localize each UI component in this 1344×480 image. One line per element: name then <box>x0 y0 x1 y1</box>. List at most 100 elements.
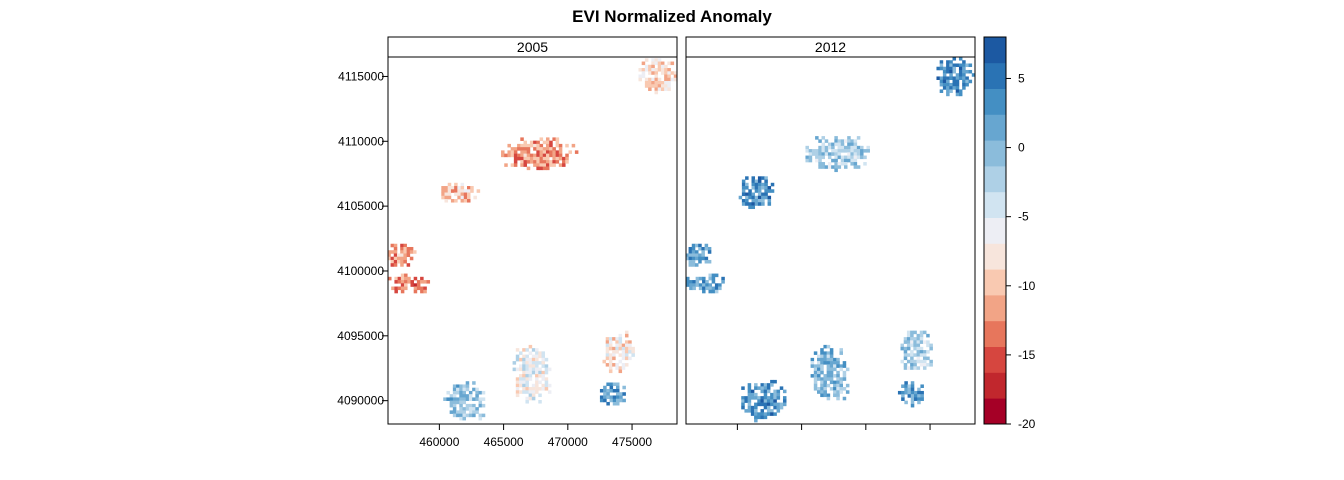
raster-cell <box>531 367 536 372</box>
raster-cell <box>913 337 917 341</box>
raster-cell <box>955 79 960 84</box>
panel-2005: 2005 <box>387 36 678 425</box>
raster-cell <box>906 353 911 357</box>
raster-cell <box>745 202 749 206</box>
raster-cell <box>644 80 649 85</box>
raster-cell <box>760 386 765 390</box>
raster-cell <box>549 150 553 154</box>
raster-cell <box>952 76 957 80</box>
raster-cell <box>545 140 550 145</box>
raster-cell <box>523 140 528 145</box>
raster-cell <box>562 156 566 161</box>
raster-cell <box>692 283 696 287</box>
raster-cell <box>555 150 560 154</box>
raster-cell <box>397 276 402 281</box>
raster-cell <box>916 343 921 348</box>
raster-cell <box>568 150 572 154</box>
raster-cell <box>818 149 822 153</box>
raster-cell <box>708 273 712 278</box>
raster-cell <box>552 163 556 167</box>
raster-cell <box>847 155 851 160</box>
raster-cell <box>667 80 671 85</box>
raster-cell <box>834 168 838 173</box>
raster-cell <box>907 394 912 398</box>
raster-cell <box>526 143 531 148</box>
raster-cell <box>682 253 686 257</box>
raster-cell <box>404 283 408 287</box>
raster-cell <box>651 80 655 85</box>
raster-cell <box>754 199 759 203</box>
raster-cell <box>525 377 529 381</box>
raster-cell <box>962 66 966 71</box>
raster-cell <box>840 139 845 143</box>
raster-cell <box>922 359 927 364</box>
raster-cell <box>457 189 461 193</box>
raster-cell <box>612 346 616 351</box>
raster-cell <box>542 153 547 158</box>
raster-cell <box>829 364 834 368</box>
raster-cell <box>763 405 768 410</box>
raster-cell <box>745 195 749 200</box>
raster-cell <box>824 165 829 169</box>
raster-cell <box>624 363 629 367</box>
raster-cell <box>686 253 689 258</box>
raster-cell <box>829 351 834 355</box>
raster-cell <box>763 389 768 394</box>
strip-label-2005: 2005 <box>517 39 548 55</box>
panel-frame <box>387 36 678 425</box>
raster-cell <box>608 366 613 370</box>
raster-cell <box>526 160 531 164</box>
raster-cell <box>917 394 921 398</box>
raster-cell <box>618 366 623 370</box>
raster-cell <box>764 189 768 193</box>
colorbar-bin <box>984 140 1006 167</box>
raster-cell <box>515 387 520 391</box>
raster-cell <box>664 84 668 88</box>
raster-cell <box>942 76 947 80</box>
raster-cell <box>821 165 826 169</box>
raster-patch <box>388 243 417 267</box>
raster-cell <box>555 140 560 145</box>
raster-cell <box>827 142 832 147</box>
panels-layer: 2005 2012 <box>387 36 976 425</box>
raster-cell <box>558 153 563 158</box>
raster-cell <box>555 137 560 141</box>
raster-cell <box>704 256 709 261</box>
raster-cell <box>939 60 944 64</box>
raster-cell <box>549 147 553 151</box>
raster-cell <box>698 259 702 264</box>
raster-cell <box>834 142 838 147</box>
raster-cell <box>529 143 534 148</box>
raster-cell <box>850 142 854 147</box>
raster-cell <box>443 397 447 401</box>
raster-cell <box>962 69 966 74</box>
raster-cell <box>654 84 659 88</box>
raster-cell <box>555 153 560 158</box>
raster-cell <box>449 403 454 408</box>
raster-patch <box>741 379 787 423</box>
raster-cell <box>711 280 716 284</box>
raster-cell <box>866 145 870 150</box>
raster-cell <box>545 150 550 154</box>
raster-cell <box>615 388 620 393</box>
raster-cell <box>754 402 758 407</box>
raster-cell <box>839 380 844 385</box>
raster-cell <box>836 387 840 391</box>
raster-cell <box>760 415 765 420</box>
raster-cell <box>833 361 837 365</box>
x-tick-label: 475000 <box>612 435 652 449</box>
raster-cell <box>827 165 832 169</box>
raster-cell <box>523 143 528 148</box>
raster-cell <box>763 415 768 420</box>
raster-cell <box>754 392 758 397</box>
raster-cell <box>782 399 787 403</box>
raster-cell <box>761 176 765 180</box>
raster-cell <box>460 192 465 197</box>
raster-cell <box>821 155 826 160</box>
raster-cell <box>850 158 854 163</box>
raster-cell <box>549 163 553 167</box>
raster-cell <box>839 383 844 388</box>
raster-patch <box>738 176 775 210</box>
raster-cell <box>529 153 534 158</box>
raster-cell <box>457 186 461 190</box>
